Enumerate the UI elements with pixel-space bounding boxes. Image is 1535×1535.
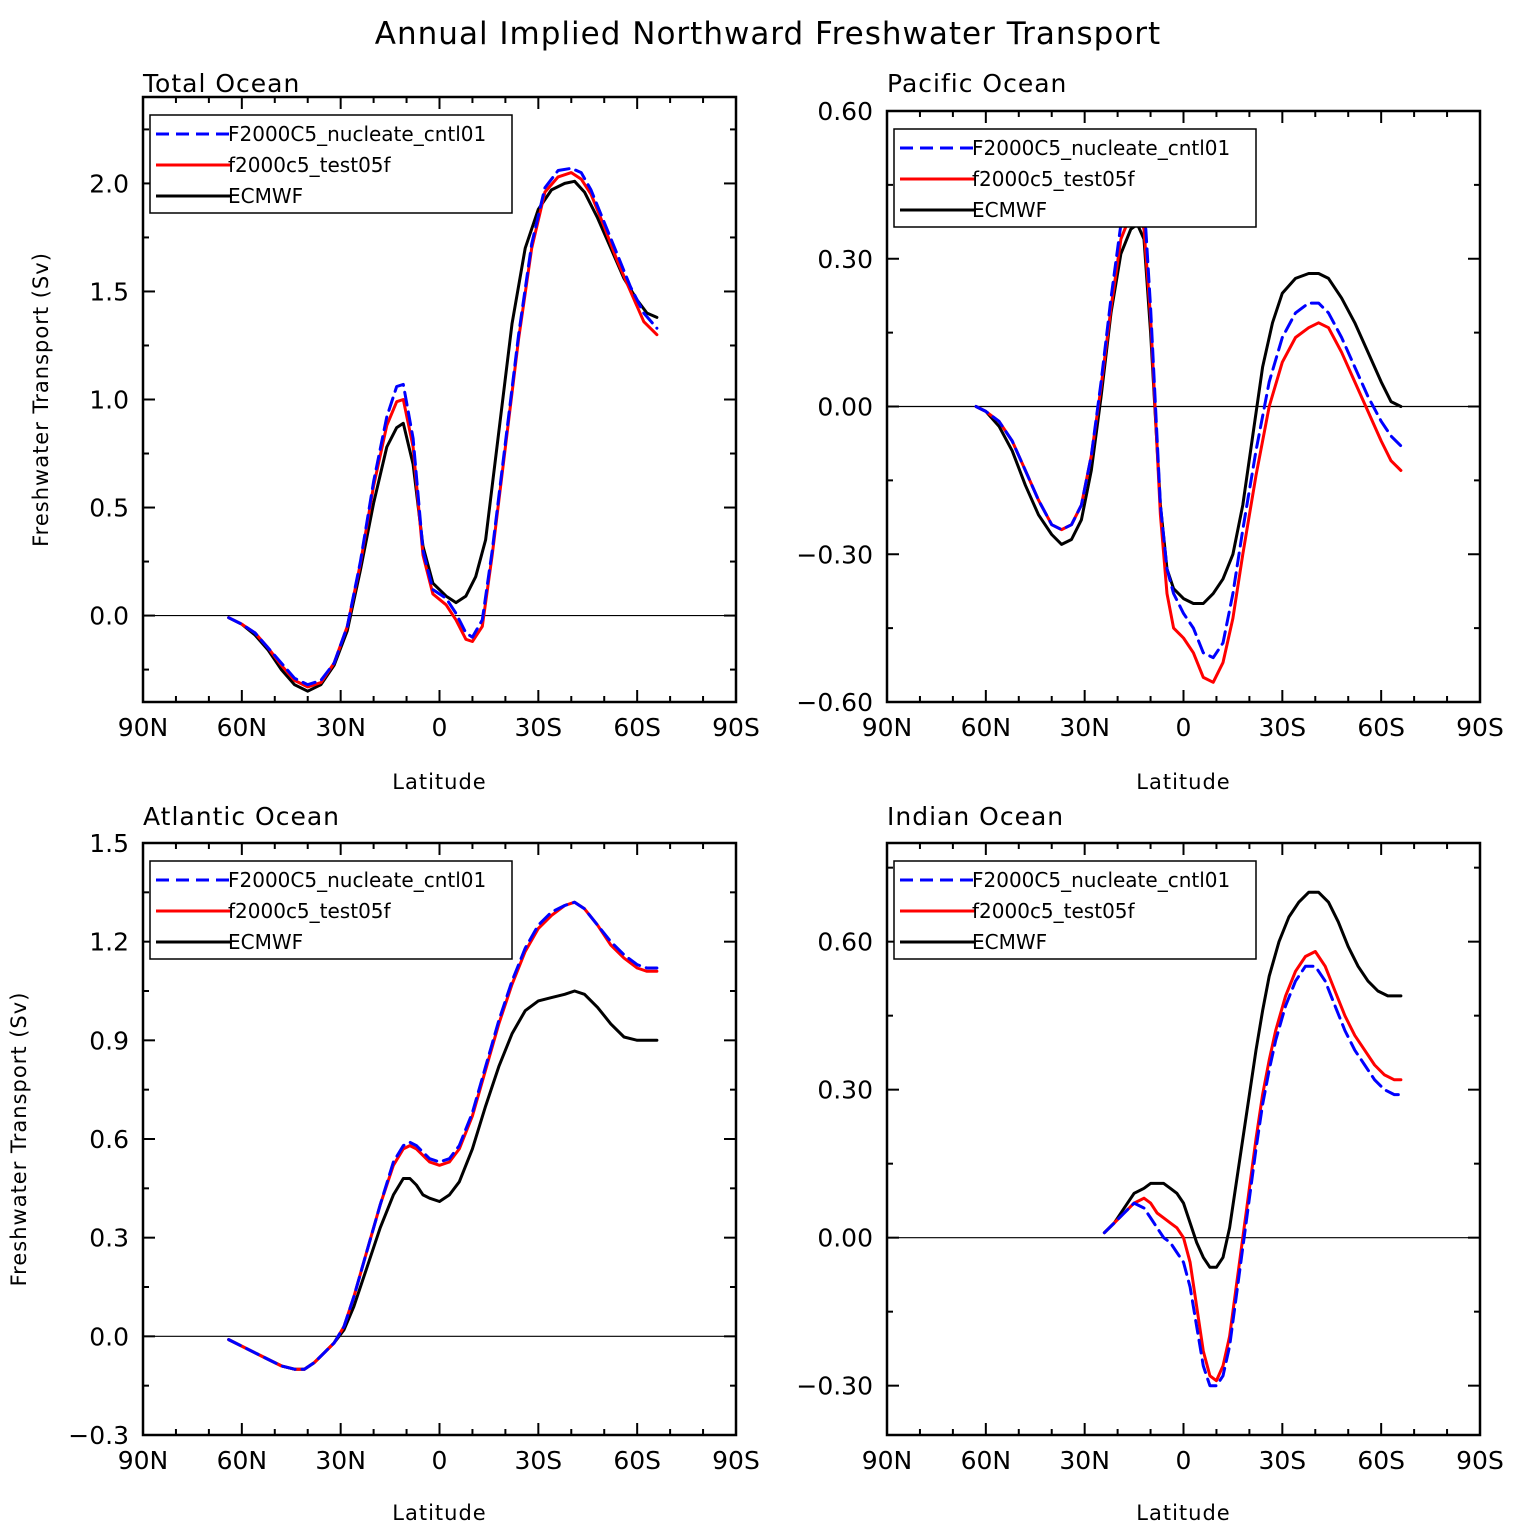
x-axis-label: Latitude <box>392 1501 486 1525</box>
series-line-f2000c5-test05f <box>227 900 659 1371</box>
x-tick-label: 90N <box>118 1446 169 1475</box>
y-tick-label: 0.60 <box>817 928 873 957</box>
y-tick-label: 1.5 <box>89 829 129 858</box>
x-tick-label: 90S <box>1456 713 1504 742</box>
y-tick-label: −0.60 <box>796 688 873 717</box>
series-line-f2000c5-test05f <box>974 208 1403 684</box>
figure-title: Annual Implied Northward Freshwater Tran… <box>375 16 1161 52</box>
series-line-f2000c5-nucleate-cntl01 <box>227 900 659 1371</box>
x-tick-label: 30S <box>514 713 562 742</box>
x-tick-label: 30N <box>315 713 366 742</box>
x-tick-label: 90S <box>712 713 760 742</box>
x-tick-label: 60N <box>217 1446 268 1475</box>
y-tick-label: 0.3 <box>89 1224 129 1253</box>
x-tick-label: 30S <box>514 1446 562 1475</box>
x-tick-label: 30N <box>1059 713 1110 742</box>
legend-label: f2000c5_test05f <box>228 899 392 923</box>
x-tick-label: 30N <box>1059 1446 1110 1475</box>
series-line-f2000c5-test05f <box>1102 950 1403 1383</box>
legend-label: ECMWF <box>228 184 303 208</box>
x-axis-label: Latitude <box>1136 770 1230 794</box>
y-tick-label: 0.00 <box>817 393 873 422</box>
y-tick-label: 0.0 <box>89 602 129 631</box>
x-tick-label: 30N <box>315 1446 366 1475</box>
y-tick-label: −0.30 <box>796 1372 873 1401</box>
x-tick-label: 90S <box>712 1446 760 1475</box>
x-tick-label: 90N <box>862 713 913 742</box>
legend-label: F2000C5_nucleate_cntl01 <box>972 136 1230 160</box>
series-line-f2000c5-test05f <box>227 171 659 689</box>
y-tick-label: 1.5 <box>89 277 129 306</box>
series-line-ecmwf <box>227 179 659 693</box>
x-tick-label: 60S <box>1357 1446 1405 1475</box>
x-tick-label: 0 <box>432 1446 448 1475</box>
panel-pacific-ocean: 90N 60N 30N 0 30S 60S 90S −0.60 −0.30 0.00 0.30 0.6… <box>796 69 1503 794</box>
panel-title: Indian Ocean <box>887 802 1064 831</box>
y-tick-label: −0.30 <box>796 540 873 569</box>
legend-label: f2000c5_test05f <box>972 167 1136 191</box>
y-tick-label: 0.30 <box>817 245 873 274</box>
panel-atlantic-ocean: 90N 60N 30N 0 30S 60S 90S −0.3 0.0 0.3 0.6 0.9 1.2 1.… <box>7 802 760 1525</box>
y-tick-label: 1.0 <box>89 386 129 415</box>
y-tick-label: 0.0 <box>89 1322 129 1351</box>
series-line-f2000c5-nucleate-cntl01 <box>227 166 659 687</box>
panel-title: Atlantic Ocean <box>143 802 340 831</box>
y-tick-label: 0.60 <box>817 97 873 126</box>
x-tick-label: 60N <box>961 1446 1012 1475</box>
x-tick-label: 0 <box>432 713 448 742</box>
legend-label: ECMWF <box>228 930 303 954</box>
y-tick-label: 1.2 <box>89 928 129 957</box>
y-tick-label: 0.5 <box>89 494 129 523</box>
y-axis-label: Freshwater Transport (Sv) <box>7 992 31 1287</box>
x-tick-label: 90N <box>862 1446 913 1475</box>
x-axis-label: Latitude <box>392 770 486 794</box>
panel-title: Pacific Ocean <box>887 69 1067 98</box>
y-tick-label: 0.30 <box>817 1076 873 1105</box>
series-line-ecmwf <box>1102 890 1403 1269</box>
x-tick-label: 90S <box>1456 1446 1504 1475</box>
legend-label: F2000C5_nucleate_cntl01 <box>972 868 1230 892</box>
legend-label: F2000C5_nucleate_cntl01 <box>228 868 486 892</box>
x-tick-label: 30S <box>1258 1446 1306 1475</box>
x-tick-label: 60N <box>961 713 1012 742</box>
legend-label: f2000c5_test05f <box>228 153 392 177</box>
y-tick-label: 2.0 <box>89 169 129 198</box>
y-axis-label: Freshwater Transport (Sv) <box>29 252 53 547</box>
x-tick-label: 60N <box>217 713 268 742</box>
x-tick-label: 90N <box>118 713 169 742</box>
series-line-ecmwf <box>974 222 1403 605</box>
series-line-ecmwf <box>227 989 659 1371</box>
x-tick-label: 0 <box>1176 713 1192 742</box>
y-tick-label: −0.3 <box>68 1421 129 1450</box>
y-tick-label: 0.9 <box>89 1026 129 1055</box>
x-tick-label: 60S <box>613 713 661 742</box>
x-axis-label: Latitude <box>1136 1501 1230 1525</box>
x-tick-label: 60S <box>1357 713 1405 742</box>
series-line-f2000c5-nucleate-cntl01 <box>974 173 1403 660</box>
panel-indian-ocean: 90N 60N 30N 0 30S 60S 90S −0.30 0.00 0.30 0.60 F200… <box>796 802 1503 1525</box>
x-tick-label: 30S <box>1258 713 1306 742</box>
x-tick-label: 0 <box>1176 1446 1192 1475</box>
legend-label: ECMWF <box>972 930 1047 954</box>
panel-title: Total Ocean <box>142 69 300 98</box>
panel-total-ocean: 90N 60N 30N 0 30S 60S 90S 0.0 0.5 1.0 1.5 2.0 F2000C… <box>29 69 760 794</box>
legend-label: f2000c5_test05f <box>972 899 1136 923</box>
legend-label: ECMWF <box>972 198 1047 222</box>
y-tick-label: 0.00 <box>817 1224 873 1253</box>
x-tick-label: 60S <box>613 1446 661 1475</box>
y-tick-label: 0.6 <box>89 1125 129 1154</box>
series-line-f2000c5-nucleate-cntl01 <box>1102 964 1403 1388</box>
legend-label: F2000C5_nucleate_cntl01 <box>228 122 486 146</box>
